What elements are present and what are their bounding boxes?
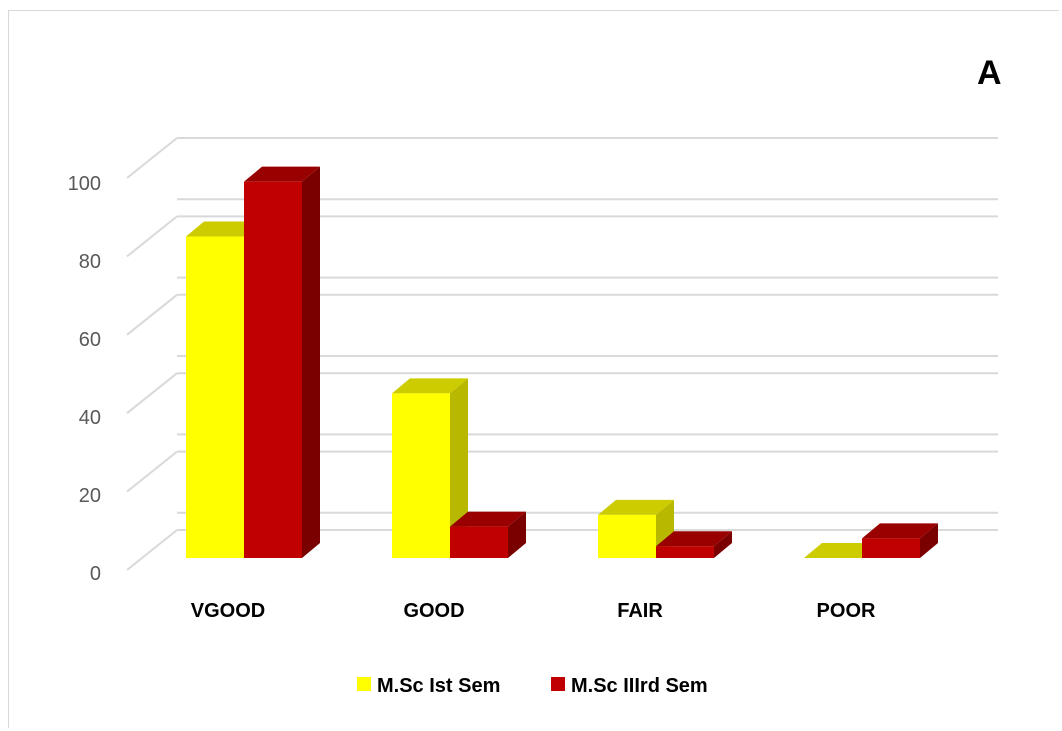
y-tick-label-100: 100: [68, 173, 101, 195]
legend: M.Sc Ist Sem M.Sc IIIrd Sem: [357, 675, 708, 697]
bar-poor-iiird-sem: [862, 538, 920, 558]
legend-swatch-ist-sem: [357, 677, 371, 691]
bar-side-good-ist-sem: [450, 378, 468, 558]
bar-fair-iiird-sem: [656, 546, 714, 558]
bar-vgood-ist-sem: [186, 236, 244, 558]
chart-frame: [8, 10, 1059, 728]
bar-vgood-iiird-sem: [244, 181, 302, 558]
bar-side-vgood-iiird-sem: [302, 166, 320, 558]
bars: [186, 166, 938, 558]
legend-label-iiird-sem: M.Sc IIIrd Sem: [571, 675, 708, 697]
category-label-vgood: VGOOD: [191, 600, 265, 622]
category-label-good: GOOD: [403, 600, 464, 622]
gridline-depth-40: [126, 372, 178, 414]
y-tick-label-80: 80: [79, 251, 101, 273]
bar-top-good-ist-sem: [392, 378, 468, 394]
bar-top-fair-ist-sem: [598, 499, 674, 515]
bar-side-poor-iiird-sem: [920, 523, 938, 558]
bar-top-vgood-ist-sem: [186, 221, 262, 237]
y-tick-label-0: 0: [90, 563, 101, 585]
panel-label: A: [977, 54, 1002, 92]
legend-label-ist-sem: M.Sc Ist Sem: [377, 675, 500, 697]
gridline-depth-100: [126, 137, 178, 179]
x-axis-category-labels: VGOOD GOOD FAIR POOR: [191, 600, 876, 622]
legend-swatch-iiird-sem: [551, 677, 565, 691]
bar-top-poor-iiird-sem: [862, 523, 938, 539]
gridline-depth-80: [126, 215, 178, 258]
bar-fair-ist-sem: [598, 514, 656, 558]
bar-side-fair-iiird-sem: [714, 531, 732, 558]
gridline-depth-0: [126, 529, 178, 571]
category-label-poor: POOR: [817, 600, 876, 622]
y-tick-label-20: 20: [79, 485, 101, 507]
bar-top-poor-ist-sem: [804, 543, 880, 558]
bar-top-good-iiird-sem: [450, 511, 526, 527]
y-tick-label-40: 40: [79, 407, 101, 429]
y-axis-tick-labels: 0 20 40 60 80 100: [68, 173, 101, 585]
bar-good-iiird-sem: [450, 526, 508, 558]
gridline-depth-20: [126, 450, 178, 493]
bar-top-fair-iiird-sem: [656, 531, 732, 547]
bar-side-good-iiird-sem: [508, 511, 526, 558]
y-tick-label-60: 60: [79, 329, 101, 351]
category-label-fair: FAIR: [617, 600, 663, 622]
bar-good-ist-sem: [392, 393, 450, 558]
bar-top-vgood-iiird-sem: [244, 166, 320, 182]
gridline-depth-60: [126, 294, 178, 336]
